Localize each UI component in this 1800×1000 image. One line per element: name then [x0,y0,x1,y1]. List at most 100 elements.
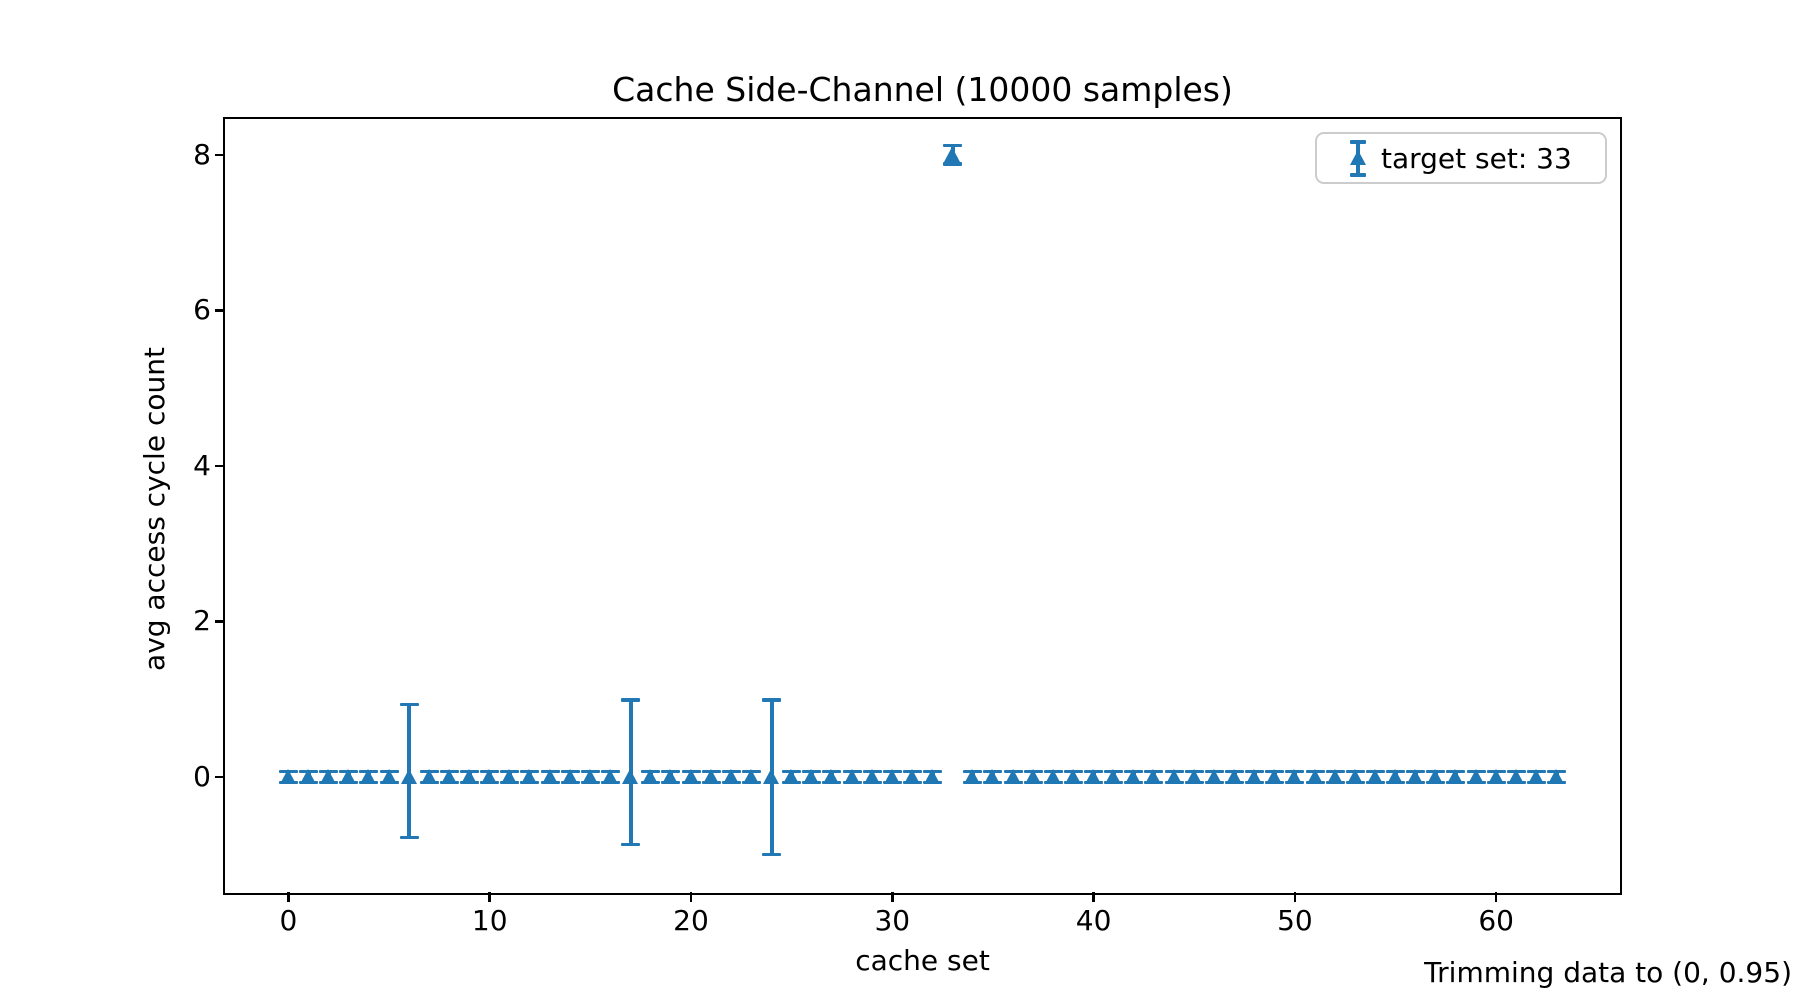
triangle-marker [883,768,900,784]
triangle-marker [1044,768,1061,784]
triangle-marker [722,768,739,784]
triangle-marker [320,768,337,784]
triangle-marker [1024,768,1041,784]
triangle-marker [863,768,880,784]
chart-title: Cache Side-Channel (10000 samples) [612,70,1233,109]
errorbar-cap-bottom [762,852,782,857]
x-tick [891,892,894,902]
triangle-marker [1205,768,1222,784]
triangle-marker [1185,768,1202,784]
triangle-marker [924,768,941,784]
y-tick-label: 4 [193,448,211,482]
triangle-marker [360,768,377,784]
triangle-marker [702,768,719,784]
x-tick [1494,892,1498,902]
triangle-marker [682,768,699,784]
triangle-marker [1366,768,1383,784]
legend-errorbar-cap-top [1350,140,1366,144]
triangle-marker [1266,768,1283,784]
triangle-marker [521,768,538,784]
triangle-marker [1286,768,1303,784]
errorbar-cap-bottom [621,842,641,847]
legend-errorbar-cap-bottom [1350,173,1366,177]
triangle-marker [541,768,558,784]
triangle-marker [1105,768,1122,784]
x-tick [488,892,491,902]
triangle-marker [1447,768,1464,784]
errorbar-cap-top [399,702,419,707]
triangle-marker [1548,768,1565,784]
x-tick-label: 40 [1075,904,1112,937]
y-tick [215,309,225,312]
triangle-marker [843,768,860,784]
triangle-marker [1165,768,1182,784]
errorbar-cap-top [762,698,782,702]
triangle-marker [1125,768,1142,784]
plot-area [223,117,1622,895]
y-tick [215,464,225,468]
triangle-marker [601,768,618,784]
y-tick-label: 6 [193,293,211,327]
errorbar-cap-top [621,698,641,702]
triangle-marker [1004,768,1021,784]
triangle-marker [400,768,417,784]
triangle-marker [440,768,457,784]
triangle-marker [340,768,357,784]
triangle-marker [642,768,659,784]
x-tick-label: 0 [279,904,298,937]
legend-errorbar-marker-icon [1317,134,1381,182]
errorbar-cap-bottom [943,162,963,166]
legend: target set: 33 [1315,132,1607,184]
triangle-marker [742,768,759,784]
triangle-marker [501,768,518,784]
triangle-marker [1226,768,1242,784]
x-tick-label: 60 [1478,904,1514,937]
x-tick-label: 50 [1277,904,1313,937]
trim-annotation: Trimming data to (0, 0.95) [1424,956,1792,989]
triangle-marker [1085,768,1102,784]
triangle-marker [1527,768,1544,784]
errorbar-cap-bottom [399,835,419,840]
triangle-marker [763,768,780,784]
y-tick-label: 0 [193,759,211,793]
x-tick [689,892,693,902]
triangle-marker [1064,768,1081,784]
triangle-marker [561,768,578,784]
y-axis-label: avg access cycle count [138,347,171,671]
triangle-marker [662,768,679,784]
y-tick-label: 2 [193,604,211,638]
y-tick [215,620,225,623]
y-tick-label: 8 [193,137,211,171]
triangle-marker [420,768,437,784]
triangle-marker [481,768,498,784]
triangle-marker [903,768,920,784]
triangle-marker [944,146,961,162]
x-tick [1293,892,1297,902]
triangle-marker [1507,768,1524,784]
triangle-marker [380,768,397,784]
y-tick [215,153,225,157]
legend-triangle-marker [1349,150,1366,165]
triangle-marker [581,768,598,784]
x-tick-label: 20 [673,904,709,937]
triangle-marker [1326,768,1343,784]
triangle-marker [1346,768,1363,784]
triangle-marker [964,768,981,784]
legend-label: target set: 33 [1381,141,1572,175]
triangle-marker [1487,768,1504,784]
triangle-marker [1145,768,1162,784]
triangle-marker [1407,768,1424,784]
x-tick [1092,892,1095,902]
triangle-marker [1387,768,1404,784]
triangle-marker [984,768,1001,784]
triangle-marker [1306,768,1323,784]
x-tick-label: 10 [471,904,508,937]
triangle-marker [823,768,840,784]
triangle-marker [803,768,820,784]
triangle-marker [622,768,639,784]
errorbar-cap-top [943,143,963,148]
triangle-marker [1467,768,1484,784]
x-axis-label: cache set [855,944,990,977]
triangle-marker [1246,768,1263,784]
y-tick [215,775,225,779]
